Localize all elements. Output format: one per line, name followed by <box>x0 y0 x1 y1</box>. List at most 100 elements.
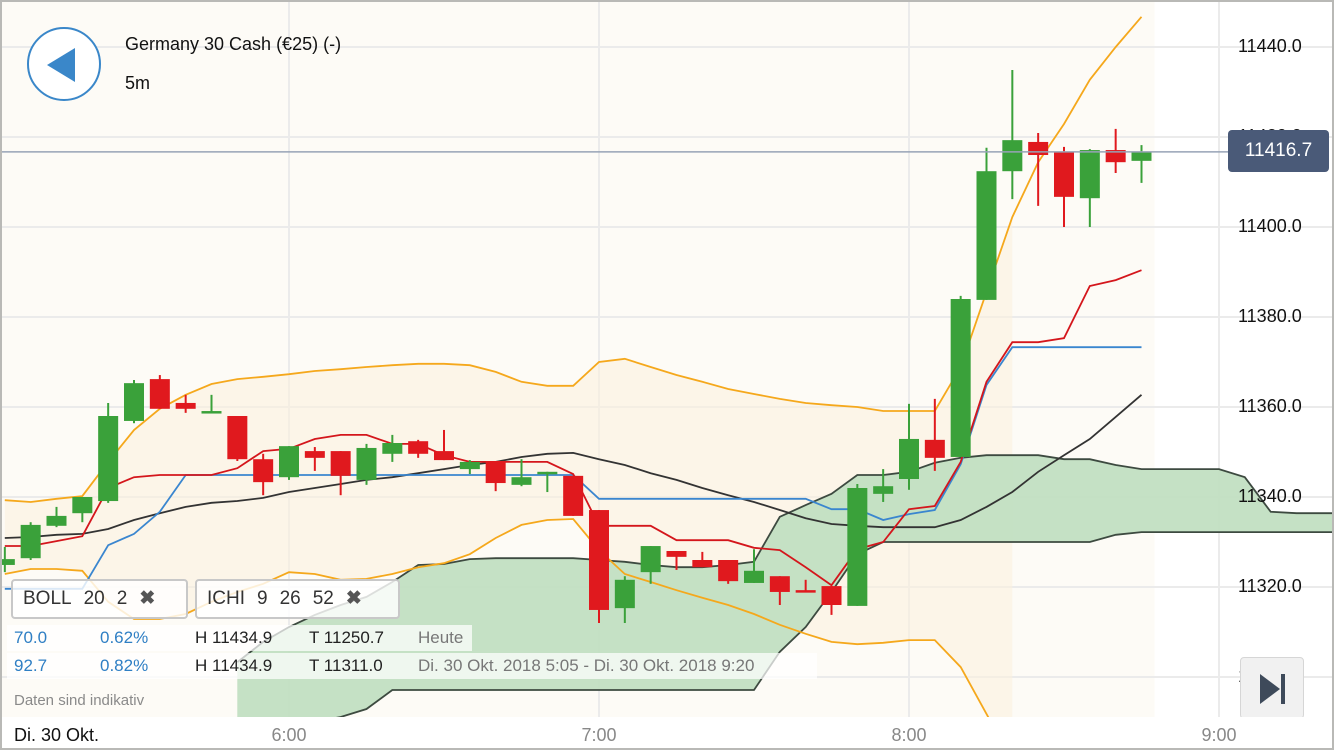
low-value: T 11311.0 <box>309 656 383 675</box>
high-value: H 11434.9 <box>195 656 273 675</box>
change-value: 92.7 <box>14 656 48 675</box>
candle-body <box>1105 150 1126 163</box>
indicator-ichi[interactable]: ICHI 9 26 52 ✖ <box>195 579 400 619</box>
candle <box>201 394 222 414</box>
candle-body <box>718 560 739 582</box>
x-axis: Di. 30 Okt. 6:00 7:00 8:00 9:00 <box>2 717 1332 748</box>
candle-body <box>485 461 506 484</box>
plot-area <box>2 16 1332 717</box>
instrument-title: Germany 30 Cash (€25) (-) <box>125 34 342 54</box>
x-tick-label: 7:00 <box>581 725 617 745</box>
candle <box>434 429 454 461</box>
candle-body <box>563 475 584 516</box>
candle <box>511 459 532 487</box>
senkou-span-lower <box>335 531 1332 717</box>
candle-body <box>821 586 842 605</box>
close-x-icon[interactable]: ✖ <box>139 588 156 609</box>
candle-body <box>873 486 894 494</box>
candle-body <box>434 451 454 461</box>
candle-body <box>459 461 480 470</box>
candle-body <box>382 443 403 454</box>
candle <box>614 576 635 623</box>
candle <box>382 434 403 462</box>
candle <box>1002 69 1023 200</box>
candle <box>485 461 506 492</box>
period-label: Heute <box>418 628 464 647</box>
candle-body <box>2 559 15 565</box>
change-value: 70.0 <box>14 628 48 647</box>
candle-body <box>227 416 248 460</box>
candle-body <box>1079 150 1100 199</box>
candle <box>46 506 67 528</box>
info-row-today: 70.0 0.62% H 11434.9 T 11250.7 Heute <box>7 625 472 651</box>
candle <box>821 586 842 615</box>
candle-body <box>1002 140 1023 172</box>
candle <box>408 439 429 458</box>
candle-body <box>98 416 119 502</box>
candle <box>304 447 325 471</box>
interval-label[interactable]: 5m <box>125 73 151 93</box>
candle-body <box>614 579 635 609</box>
candle <box>1054 146 1074 227</box>
candle <box>279 446 299 480</box>
x-tick-label: 9:00 <box>1201 725 1237 745</box>
candle <box>950 295 971 457</box>
back-button[interactable] <box>27 27 101 101</box>
candle <box>98 402 119 503</box>
y-tick-label: 11400.0 <box>1238 216 1302 236</box>
candle <box>356 443 377 485</box>
indicator-param: 2 <box>116 588 128 609</box>
current-price-tag: 11416.7 <box>1228 130 1329 172</box>
candle <box>769 576 790 605</box>
skip-to-end-icon <box>1260 674 1280 704</box>
indicator-boll[interactable]: BOLL 20 2 ✖ <box>11 579 188 619</box>
candle-body <box>1131 151 1152 161</box>
candle-body <box>20 524 41 559</box>
indicator-param: 52 <box>312 588 334 609</box>
indicator-param: 20 <box>83 588 105 609</box>
candle-body <box>589 510 609 610</box>
candle <box>2 546 15 573</box>
candle-body <box>511 477 532 485</box>
candle <box>72 497 93 523</box>
candle <box>1105 128 1126 173</box>
candle <box>924 398 945 471</box>
candle <box>666 551 687 570</box>
candle-body <box>769 576 790 592</box>
candle-body <box>72 497 93 514</box>
candle-body <box>1054 151 1074 197</box>
candle-body <box>1028 141 1049 155</box>
indicator-param: 9 <box>257 588 268 609</box>
x-tick-label: 8:00 <box>891 725 927 745</box>
candle-body <box>847 488 868 606</box>
candle-body <box>201 411 222 414</box>
change-percent: 0.82% <box>100 656 149 675</box>
candle-body <box>279 446 299 478</box>
candle-body <box>666 551 687 557</box>
candle <box>1079 149 1100 227</box>
candle <box>899 403 919 490</box>
close-x-icon[interactable]: ✖ <box>345 588 362 609</box>
candle <box>253 453 274 496</box>
back-triangle-icon <box>47 48 75 82</box>
candle <box>175 394 196 413</box>
indicator-name: BOLL <box>23 588 72 609</box>
candle-body <box>537 471 558 475</box>
period-label: Di. 30 Okt. 2018 5:05 - Di. 30 Okt. 2018… <box>418 656 755 675</box>
change-percent: 0.62% <box>100 628 149 647</box>
y-tick-label: 11340.0 <box>1238 486 1302 506</box>
candle <box>20 522 41 560</box>
candle-body <box>976 171 997 300</box>
candle-body <box>304 451 325 458</box>
candle <box>692 551 713 568</box>
indicator-name: ICHI <box>207 588 245 609</box>
candle-body <box>795 590 816 593</box>
candle <box>563 475 584 516</box>
candle <box>589 510 609 623</box>
candle-body <box>175 402 196 409</box>
candle <box>640 546 661 584</box>
candle-body <box>640 546 661 573</box>
skip-to-end-button[interactable] <box>1240 657 1304 719</box>
date-label: Di. 30 Okt. <box>14 725 100 745</box>
